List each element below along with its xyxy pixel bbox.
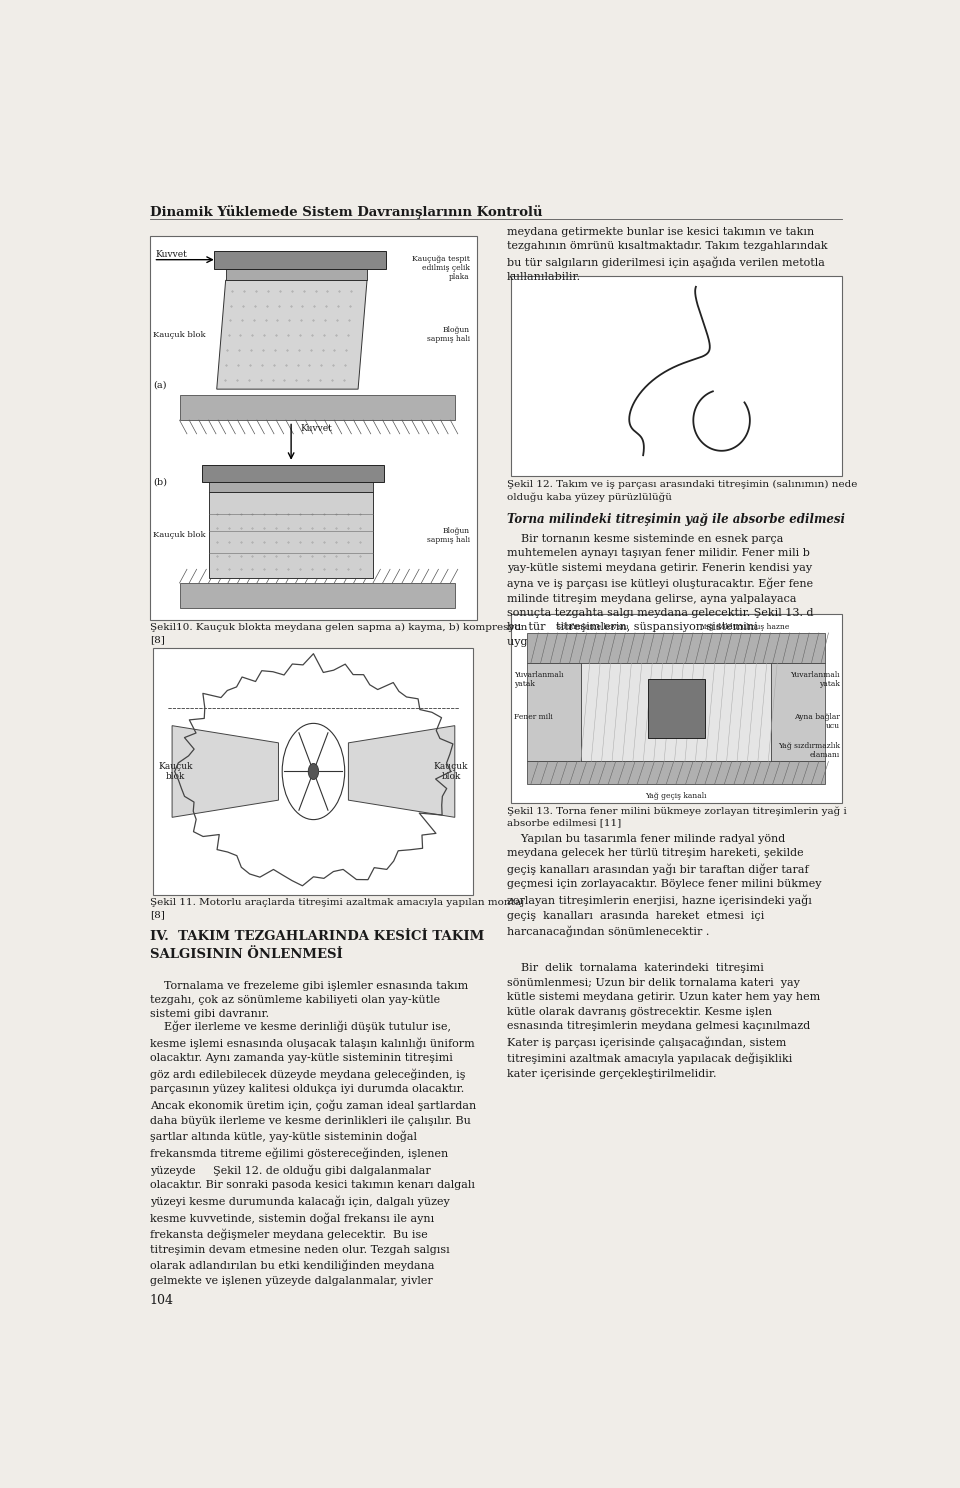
Text: Dinamik Yüklemede Sistem Davranışlarının Kontrolü: Dinamik Yüklemede Sistem Davranışlarının… [150,205,542,219]
Text: Kuvvet: Kuvvet [155,250,187,259]
Text: Yağ sızdırmazlık
elamanı: Yağ sızdırmazlık elamanı [779,743,840,759]
Polygon shape [172,726,278,817]
Text: Yuvarlanmalı
yatak: Yuvarlanmalı yatak [515,671,564,687]
Text: Bloğun
sapmış hali: Bloğun sapmış hali [426,326,469,344]
Text: Şekil10. Kauçuk blokta meydana gelen sapma a) kayma, b) kompresyon
[8]: Şekil10. Kauçuk blokta meydana gelen sap… [150,623,527,644]
Bar [581,664,772,762]
Text: Ayna bağlar
ucu: Ayna bağlar ucu [794,713,840,731]
Bar [226,269,367,280]
Text: Bir tornanın kesme sisteminde en esnek parça
muhtemelen aynayı taşıyan fener mil: Bir tornanın kesme sisteminde en esnek p… [507,534,813,647]
Bar [150,237,477,619]
Bar [180,394,455,420]
Text: (a): (a) [154,379,167,390]
Bar [511,615,842,804]
Text: (b): (b) [154,478,167,487]
Bar [209,482,372,493]
Text: Kauçuğa tespit
edilmiş çelik
plaka: Kauçuğa tespit edilmiş çelik plaka [412,254,469,281]
Text: Bloğun
sapmış hali: Bloğun sapmış hali [426,527,469,545]
Text: IV.  TAKIM TEZGAHLARINDA KESİCİ TAKIM
SALGISININ ÖNLENMESİ: IV. TAKIM TEZGAHLARINDA KESİCİ TAKIM SAL… [150,930,484,961]
Text: Kauçuk blok: Kauçuk blok [154,330,206,339]
Text: Tornalama ve frezeleme gibi işlemler esnasında takım
tezgahı, çok az sönümleme k: Tornalama ve frezeleme gibi işlemler esn… [150,981,468,1019]
Polygon shape [348,726,455,817]
Text: Sönümleme kovanı: Sönümleme kovanı [557,622,629,631]
Text: Yağ geçiş kanalı: Yağ geçiş kanalı [645,792,707,799]
Text: Torna milindeki titreşimin yağ ile absorbe edilmesi: Torna milindeki titreşimin yağ ile absor… [507,513,845,527]
Text: Kuvvet: Kuvvet [300,424,332,433]
Bar [511,275,842,476]
Text: Yağ doldurulmuş hazne: Yağ doldurulmuş hazne [700,622,789,631]
Text: Bir  delik  tornalama  katerindeki  titreşimi
sönümlenmesi; Uzun bir delik torna: Bir delik tornalama katerindeki titreşim… [507,963,820,1079]
Text: Yuvarlanmalı
yatak: Yuvarlanmalı yatak [791,671,840,687]
Text: Kauçuk
blok: Kauçuk blok [158,762,193,781]
Text: Şekil 12. Takım ve iş parçası arasındaki titreşimin (salınımın) nede
olduğu kaba: Şekil 12. Takım ve iş parçası arasındaki… [507,481,857,501]
Circle shape [308,763,319,780]
Text: Eğer ilerleme ve kesme derinliği düşük tutulur ise,
kesme işlemi esnasında oluşa: Eğer ilerleme ve kesme derinliği düşük t… [150,1021,476,1286]
Text: Yapılan bu tasarımla fener milinde radyal yönd
meydana gelecek her türlü titreşi: Yapılan bu tasarımla fener milinde radya… [507,833,822,937]
Bar [527,632,826,664]
Bar [154,649,473,894]
Text: 104: 104 [150,1295,174,1306]
Text: Şekil 13. Torna fener milini bükmeye zorlayan titreşimlerin yağ i
absorbe edilme: Şekil 13. Torna fener milini bükmeye zor… [507,806,847,827]
Text: Kauçuk blok: Kauçuk blok [154,531,206,540]
Text: Şekil 11. Motorlu araçlarda titreşimi azaltmak amacıyla yapılan montaj
[8]: Şekil 11. Motorlu araçlarda titreşimi az… [150,899,524,920]
Bar [527,762,826,784]
Bar [209,493,372,579]
Text: meydana getirmekte bunlar ise kesici takımın ve takın
tezgahının ömrünü kısaltma: meydana getirmekte bunlar ise kesici tak… [507,226,828,283]
Bar [202,464,384,482]
Bar [648,679,705,738]
Bar [772,664,826,762]
Text: Fener mili: Fener mili [515,713,553,722]
Circle shape [282,723,345,820]
Text: Kauçuk
blok: Kauçuk blok [434,762,468,781]
Bar [527,664,581,762]
Bar [180,583,455,609]
Bar [214,250,386,269]
Polygon shape [217,280,367,390]
